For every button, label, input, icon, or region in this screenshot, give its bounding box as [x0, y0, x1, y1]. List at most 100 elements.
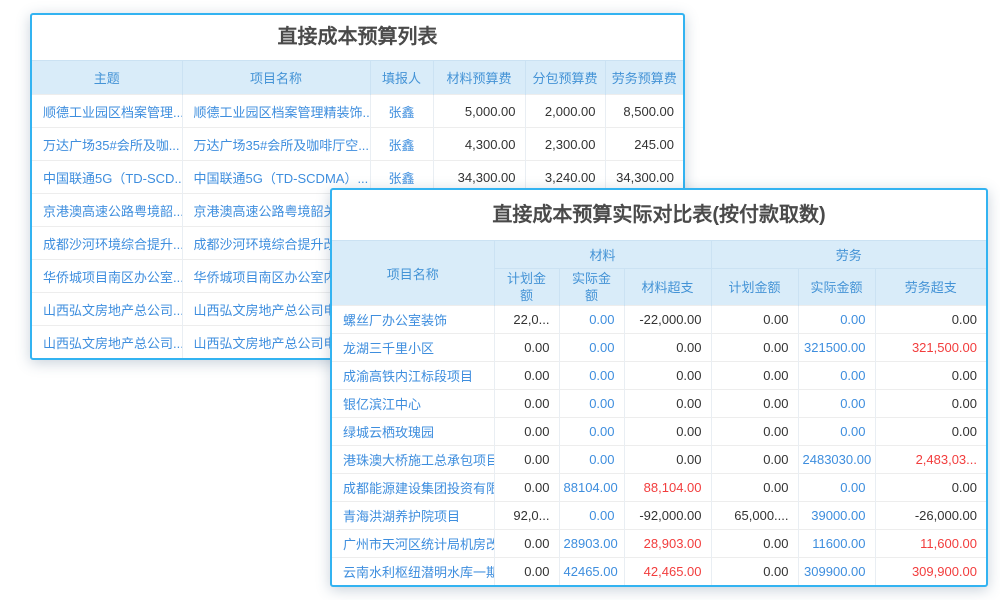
labor-actual-cell: 321500.00 [798, 333, 876, 362]
table-row: 云南水利枢纽潜明水库一期工 0.00 42465.00 42,465.00 0.… [332, 557, 987, 585]
labor-plan-cell: 0.00 [711, 557, 799, 585]
column-header-labor-budget: 劳务预算费 [605, 60, 683, 95]
comparison-table: 项目名称 材料 劳务 计划金额 实际金额 材料超支 计划金额 实际金额 劳务超支… [332, 240, 987, 585]
labor-plan-cell: 0.00 [711, 473, 799, 502]
material-actual-cell: 0.00 [559, 361, 625, 390]
labor-actual-cell: 2483030.00 [798, 445, 876, 474]
material-budget-cell: 34,300.00 [433, 160, 526, 194]
subcontract-budget-cell: 3,240.00 [525, 160, 606, 194]
table-row: 港珠澳大桥施工总承包项目 0.00 0.00 0.00 0.00 2483030… [332, 445, 987, 474]
comparison-sub-header-row: 计划金额 实际金额 材料超支 计划金额 实际金额 劳务超支 [332, 268, 987, 306]
material-overrun-cell: 0.00 [624, 361, 712, 390]
filler-cell[interactable]: 张鑫 [370, 127, 434, 161]
project-link[interactable]: 山西弘文房地产总公司电 [182, 325, 371, 358]
subject-link[interactable]: 顺德工业园区档案管理... [32, 94, 183, 128]
material-plan-cell: 0.00 [494, 389, 560, 418]
material-plan-cell: 0.00 [494, 473, 560, 502]
project-name-link[interactable]: 港珠澳大桥施工总承包项目 [332, 445, 495, 474]
labor-overrun-cell: 0.00 [875, 473, 987, 502]
table-row: 广州市天河区统计局机房改造 0.00 28903.00 28,903.00 0.… [332, 529, 987, 558]
labor-plan-cell: 0.00 [711, 389, 799, 418]
material-actual-cell: 0.00 [559, 501, 625, 530]
column-header-material-plan: 计划金额 [494, 268, 560, 306]
budget-list-panel: 直接成本预算列表 主题 项目名称 填报人 材料预算费 分包预算费 劳务预算费 顺… [30, 13, 685, 360]
labor-overrun-cell: 11,600.00 [875, 529, 987, 558]
column-header-material-overrun: 材料超支 [624, 268, 712, 306]
labor-overrun-cell: 2,483,03... [875, 445, 987, 474]
project-name-link[interactable]: 绿城云栖玫瑰园 [332, 417, 495, 446]
filler-cell[interactable]: 张鑫 [370, 160, 434, 194]
table-row: 螺丝厂办公室装饰 22,0... 0.00 -22,000.00 0.00 0.… [332, 305, 987, 334]
subject-link[interactable]: 京港澳高速公路粤境韶... [32, 193, 183, 227]
table-row: 中国联通5G（TD-SCD... 中国联通5G（TD-SCDMA）... 张鑫 … [32, 160, 683, 194]
material-actual-cell: 0.00 [559, 305, 625, 334]
project-name-link[interactable]: 青海洪湖养护院项目 [332, 501, 495, 530]
subject-link[interactable]: 山西弘文房地产总公司... [32, 292, 183, 326]
labor-budget-cell: 245.00 [605, 127, 683, 161]
comparison-title: 直接成本预算实际对比表(按付款取数) [492, 204, 826, 226]
project-name-link[interactable]: 成都能源建设集团投资有限公 [332, 473, 495, 502]
material-actual-cell: 28903.00 [559, 529, 625, 558]
labor-plan-cell: 65,000.... [711, 501, 799, 530]
project-name-link[interactable]: 云南水利枢纽潜明水库一期工 [332, 557, 495, 585]
subject-link[interactable]: 华侨城项目南区办公室... [32, 259, 183, 293]
column-header-labor-actual: 实际金额 [798, 268, 876, 306]
material-actual-cell: 42465.00 [559, 557, 625, 585]
labor-overrun-cell: 0.00 [875, 305, 987, 334]
material-overrun-cell: -92,000.00 [624, 501, 712, 530]
filler-cell[interactable]: 张鑫 [370, 94, 434, 128]
group-header-labor: 劳务 [711, 240, 987, 269]
table-row: 顺德工业园区档案管理... 顺德工业园区档案管理精装饰... 张鑫 5,000.… [32, 94, 683, 128]
table-row: 青海洪湖养护院项目 92,0... 0.00 -92,000.00 65,000… [332, 501, 987, 530]
group-header-material: 材料 [494, 240, 712, 269]
material-overrun-cell: 88,104.00 [624, 473, 712, 502]
material-overrun-cell: 0.00 [624, 389, 712, 418]
column-header-project: 项目名称 [182, 60, 371, 95]
material-plan-cell: 0.00 [494, 445, 560, 474]
material-actual-cell: 88104.00 [559, 473, 625, 502]
comparison-panel: 直接成本预算实际对比表(按付款取数) 项目名称 材料 劳务 计划金额 实际金额 … [330, 188, 988, 587]
subject-link[interactable]: 中国联通5G（TD-SCD... [32, 160, 183, 194]
column-header-material-budget: 材料预算费 [433, 60, 526, 95]
material-overrun-cell: 0.00 [624, 417, 712, 446]
material-actual-cell: 0.00 [559, 445, 625, 474]
labor-overrun-cell: 321,500.00 [875, 333, 987, 362]
labor-actual-cell: 0.00 [798, 389, 876, 418]
project-link[interactable]: 万达广场35#会所及咖啡厅空... [182, 127, 371, 161]
column-header-labor-overrun: 劳务超支 [875, 268, 987, 306]
labor-actual-cell: 0.00 [798, 305, 876, 334]
project-link[interactable]: 顺德工业园区档案管理精装饰... [182, 94, 371, 128]
labor-actual-cell: 0.00 [798, 473, 876, 502]
material-plan-cell: 92,0... [494, 501, 560, 530]
column-header-project-name: 项目名称 [332, 240, 495, 306]
labor-plan-cell: 0.00 [711, 417, 799, 446]
subject-link[interactable]: 万达广场35#会所及咖... [32, 127, 183, 161]
table-row: 万达广场35#会所及咖... 万达广场35#会所及咖啡厅空... 张鑫 4,30… [32, 127, 683, 161]
project-name-link[interactable]: 银亿滨江中心 [332, 389, 495, 418]
labor-overrun-cell: 0.00 [875, 361, 987, 390]
labor-budget-cell: 8,500.00 [605, 94, 683, 128]
material-plan-cell: 22,0... [494, 305, 560, 334]
project-name-link[interactable]: 螺丝厂办公室装饰 [332, 305, 495, 334]
project-link[interactable]: 中国联通5G（TD-SCDMA）... [182, 160, 371, 194]
material-overrun-cell: 28,903.00 [624, 529, 712, 558]
subcontract-budget-cell: 2,000.00 [525, 94, 606, 128]
material-overrun-cell: 42,465.00 [624, 557, 712, 585]
material-actual-cell: 0.00 [559, 417, 625, 446]
labor-actual-cell: 309900.00 [798, 557, 876, 585]
subject-link[interactable]: 山西弘文房地产总公司... [32, 325, 183, 358]
comparison-group-header-row: 项目名称 材料 劳务 [332, 240, 987, 306]
project-name-link[interactable]: 成渝高铁内江标段项目 [332, 361, 495, 390]
material-plan-cell: 0.00 [494, 333, 560, 362]
labor-plan-cell: 0.00 [711, 361, 799, 390]
subject-link[interactable]: 成都沙河环境综合提升... [32, 226, 183, 260]
material-budget-cell: 4,300.00 [433, 127, 526, 161]
material-budget-cell: 5,000.00 [433, 94, 526, 128]
project-name-link[interactable]: 广州市天河区统计局机房改造 [332, 529, 495, 558]
labor-overrun-cell: 0.00 [875, 389, 987, 418]
table-row: 成渝高铁内江标段项目 0.00 0.00 0.00 0.00 0.00 0.00 [332, 361, 987, 390]
labor-actual-cell: 0.00 [798, 361, 876, 390]
labor-actual-cell: 39000.00 [798, 501, 876, 530]
project-name-link[interactable]: 龙湖三千里小区 [332, 333, 495, 362]
column-header-labor-plan: 计划金额 [711, 268, 799, 306]
